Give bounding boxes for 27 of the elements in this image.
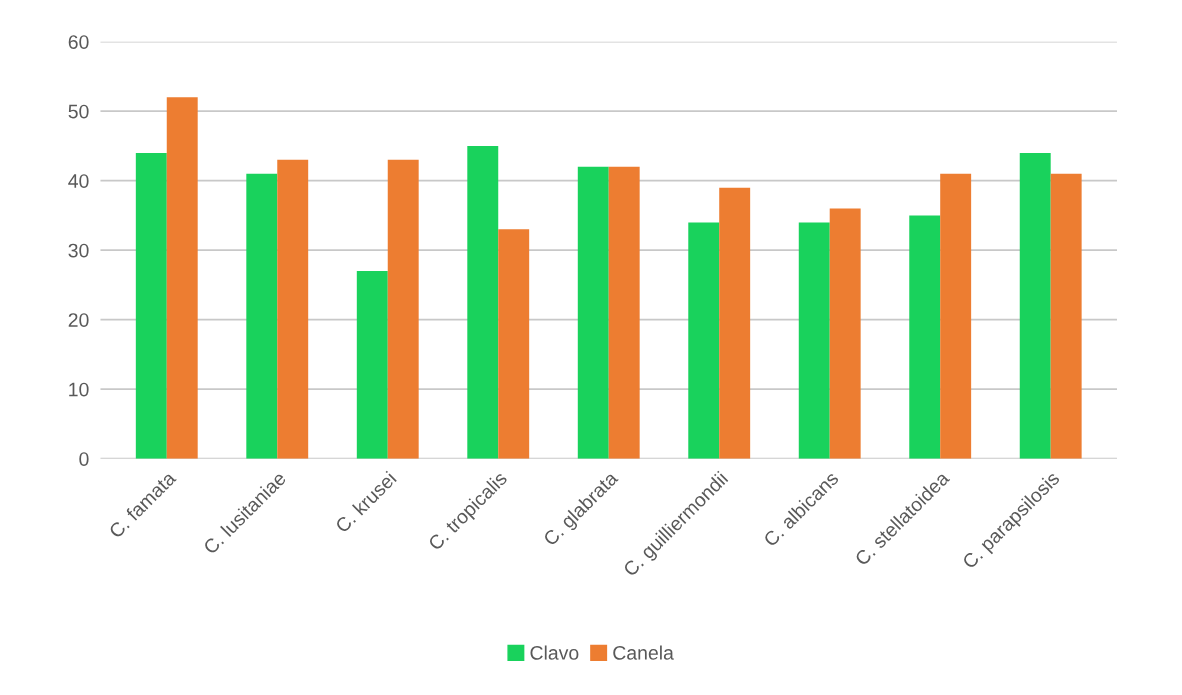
bar [246, 173, 278, 459]
y-tick-label: 0 [79, 452, 89, 466]
y-tick-label: 20 [68, 313, 89, 327]
bar [798, 222, 830, 459]
bar [577, 166, 609, 459]
y-tick-label: 60 [68, 35, 89, 49]
y-tick-label: 40 [68, 174, 89, 188]
bar [1019, 152, 1051, 459]
bar [498, 229, 530, 459]
bar [940, 173, 972, 459]
bar [688, 222, 720, 459]
bar [356, 271, 388, 459]
bar [909, 215, 941, 459]
y-tick-label: 50 [68, 104, 89, 119]
bar [608, 166, 640, 459]
legend-label: Canela [613, 645, 674, 660]
bar [387, 159, 419, 459]
bar [166, 97, 198, 459]
bar [1050, 173, 1082, 459]
legend-label: Clavo [530, 645, 579, 660]
y-tick-label: 10 [69, 382, 89, 397]
bar [277, 159, 309, 459]
bar [135, 152, 167, 459]
bar [829, 208, 861, 459]
bar [719, 187, 751, 459]
bar [467, 145, 499, 459]
y-tick-label: 30 [68, 243, 89, 258]
